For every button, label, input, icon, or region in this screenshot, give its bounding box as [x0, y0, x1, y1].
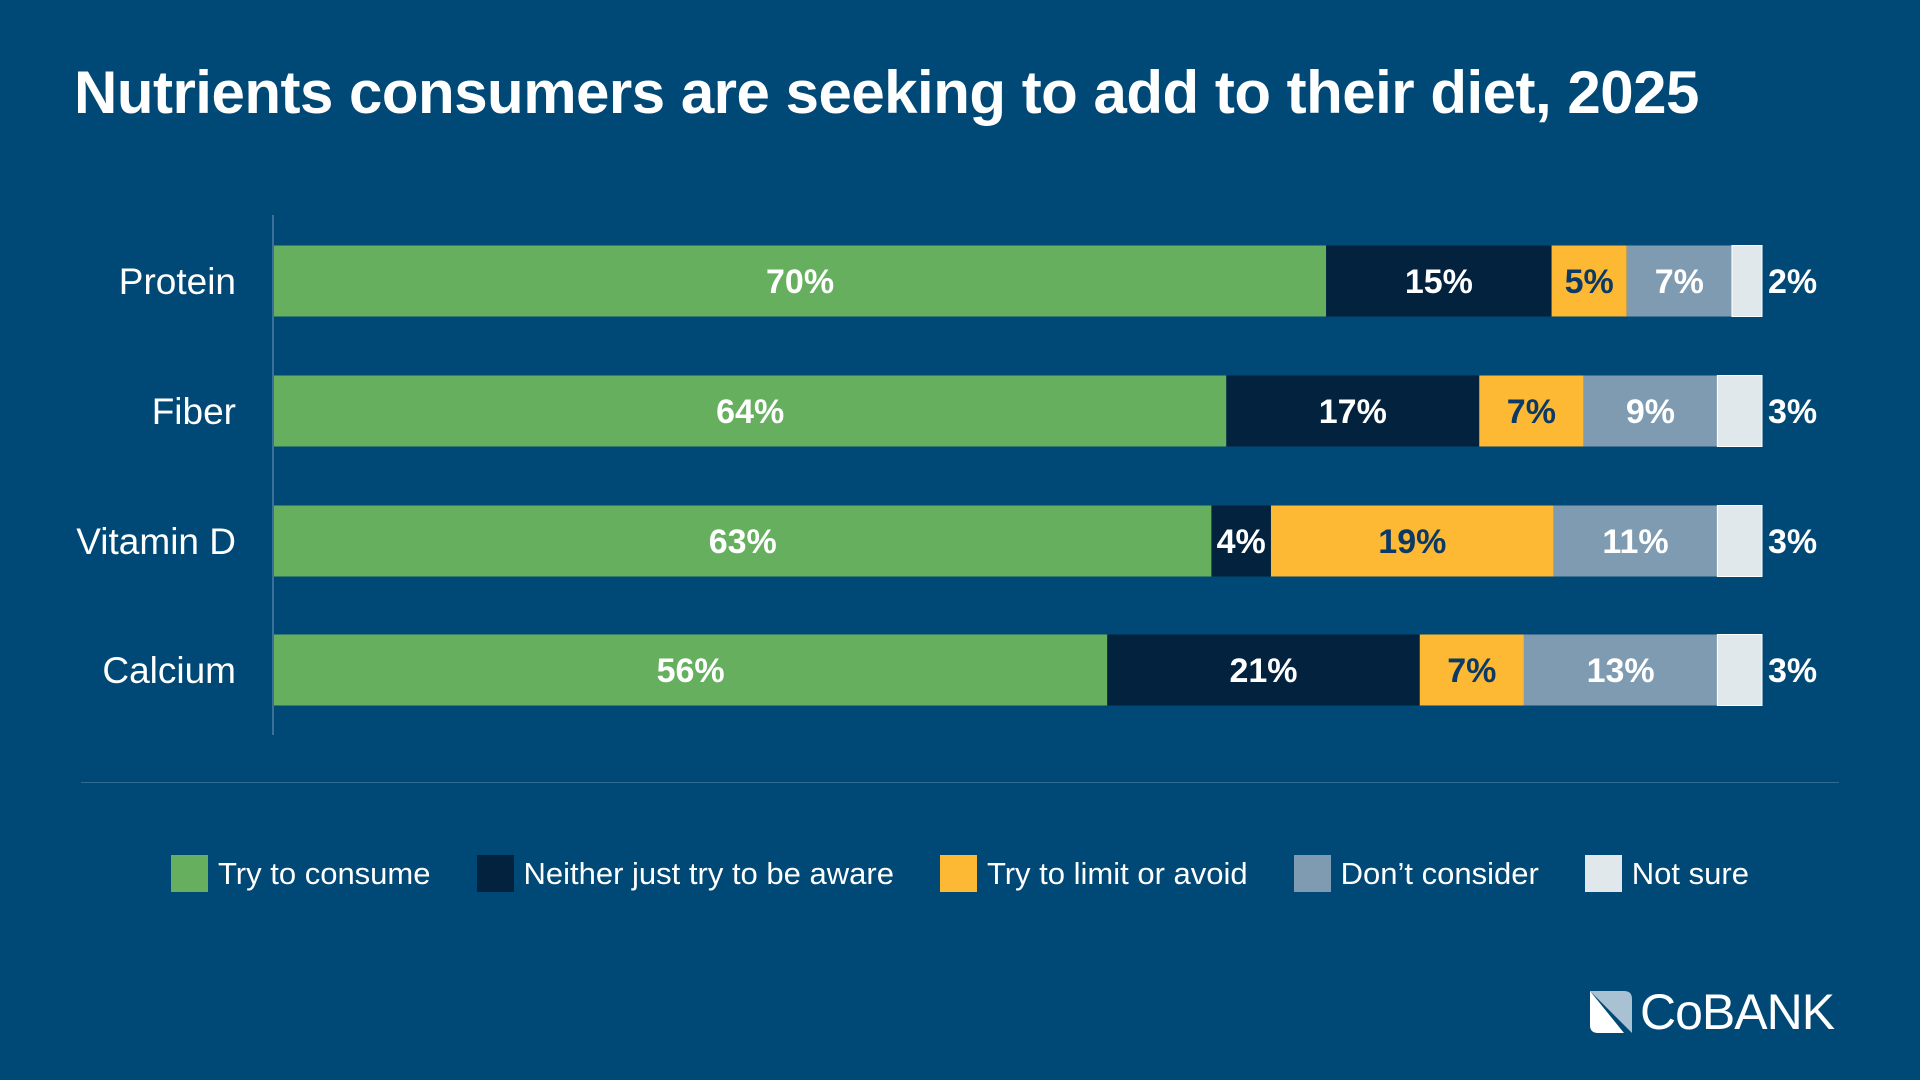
legend-swatch [1293, 855, 1331, 892]
legend-label: Neither just try to be aware [523, 855, 894, 891]
bar-segment [1523, 634, 1718, 706]
cobank-logo-icon [1590, 991, 1632, 1033]
legend: Try to consume Neither just try to be awa… [0, 855, 1920, 892]
legend-item: Don’t consider [1293, 855, 1539, 892]
legend-item: Try to consume [171, 855, 431, 892]
data-label: 7% [1655, 263, 1704, 301]
data-label: 3% [1768, 523, 1817, 561]
bar-segment [1479, 375, 1584, 447]
data-label: 7% [1507, 393, 1556, 431]
legend-label: Not sure [1631, 855, 1749, 891]
bar-segment [1419, 634, 1524, 706]
data-label: 3% [1768, 393, 1817, 431]
bar-segment [274, 375, 1227, 447]
legend-swatch [1584, 855, 1622, 892]
data-label: 2% [1768, 263, 1817, 301]
data-label: 7% [1447, 652, 1496, 690]
bar-segment [1626, 245, 1732, 317]
bar-segment [274, 505, 1212, 577]
data-label: 56% [657, 652, 725, 690]
bar-segment [1107, 634, 1420, 706]
bar-segment [274, 634, 1108, 706]
data-label: 64% [716, 393, 784, 431]
data-label: 13% [1587, 652, 1655, 690]
legend-label: Try to limit or avoid [986, 855, 1248, 891]
category-label: Fiber [152, 391, 236, 432]
bar-segment [1211, 505, 1271, 577]
bar-segment [1226, 375, 1480, 447]
data-label: 19% [1378, 523, 1446, 561]
bar-segment [1326, 245, 1552, 317]
legend-label: Don’t consider [1340, 855, 1539, 891]
bar-segment [1716, 375, 1763, 447]
data-label: 70% [766, 263, 834, 301]
legend-swatch [939, 855, 977, 892]
legend-label: Try to consume [218, 855, 431, 891]
bar-segment [1553, 505, 1718, 577]
chart-title: Nutrients consumers are seeking to add t… [74, 59, 1699, 126]
divider [81, 782, 1839, 783]
legend-item: Try to limit or avoid [939, 855, 1248, 892]
legend-item: Not sure [1584, 855, 1749, 892]
data-label: 9% [1626, 393, 1675, 431]
category-label: Calcium [102, 650, 236, 691]
legend-swatch [476, 855, 514, 892]
bar-segment [1716, 505, 1763, 577]
cobank-logo: CoBANK [1590, 983, 1835, 1041]
data-label: 15% [1405, 263, 1473, 301]
data-label: 4% [1217, 523, 1266, 561]
data-label: 11% [1602, 523, 1668, 561]
data-label: 5% [1565, 263, 1614, 301]
legend-swatch [171, 855, 209, 892]
bar-segment [1551, 245, 1627, 317]
category-label: Vitamin D [76, 521, 236, 562]
legend-item: Neither just try to be aware [476, 855, 894, 892]
data-label: 17% [1319, 393, 1387, 431]
stacked-bar-chart: Protein 70% 15% 5% 7% 2% Fiber 64% 17% 7% 9% 3% Vita… [76, 215, 1817, 735]
logo-text: CoBANK [1640, 984, 1835, 1040]
bar-segment [1716, 634, 1763, 706]
bar-segment [1583, 375, 1718, 447]
bar-segment [1270, 505, 1554, 577]
data-label: 63% [709, 523, 777, 561]
category-label: Protein [119, 261, 236, 302]
data-label: 21% [1229, 652, 1297, 690]
bar-segment [1731, 245, 1763, 317]
bar-segment [274, 245, 1327, 317]
data-label: 3% [1768, 652, 1817, 690]
